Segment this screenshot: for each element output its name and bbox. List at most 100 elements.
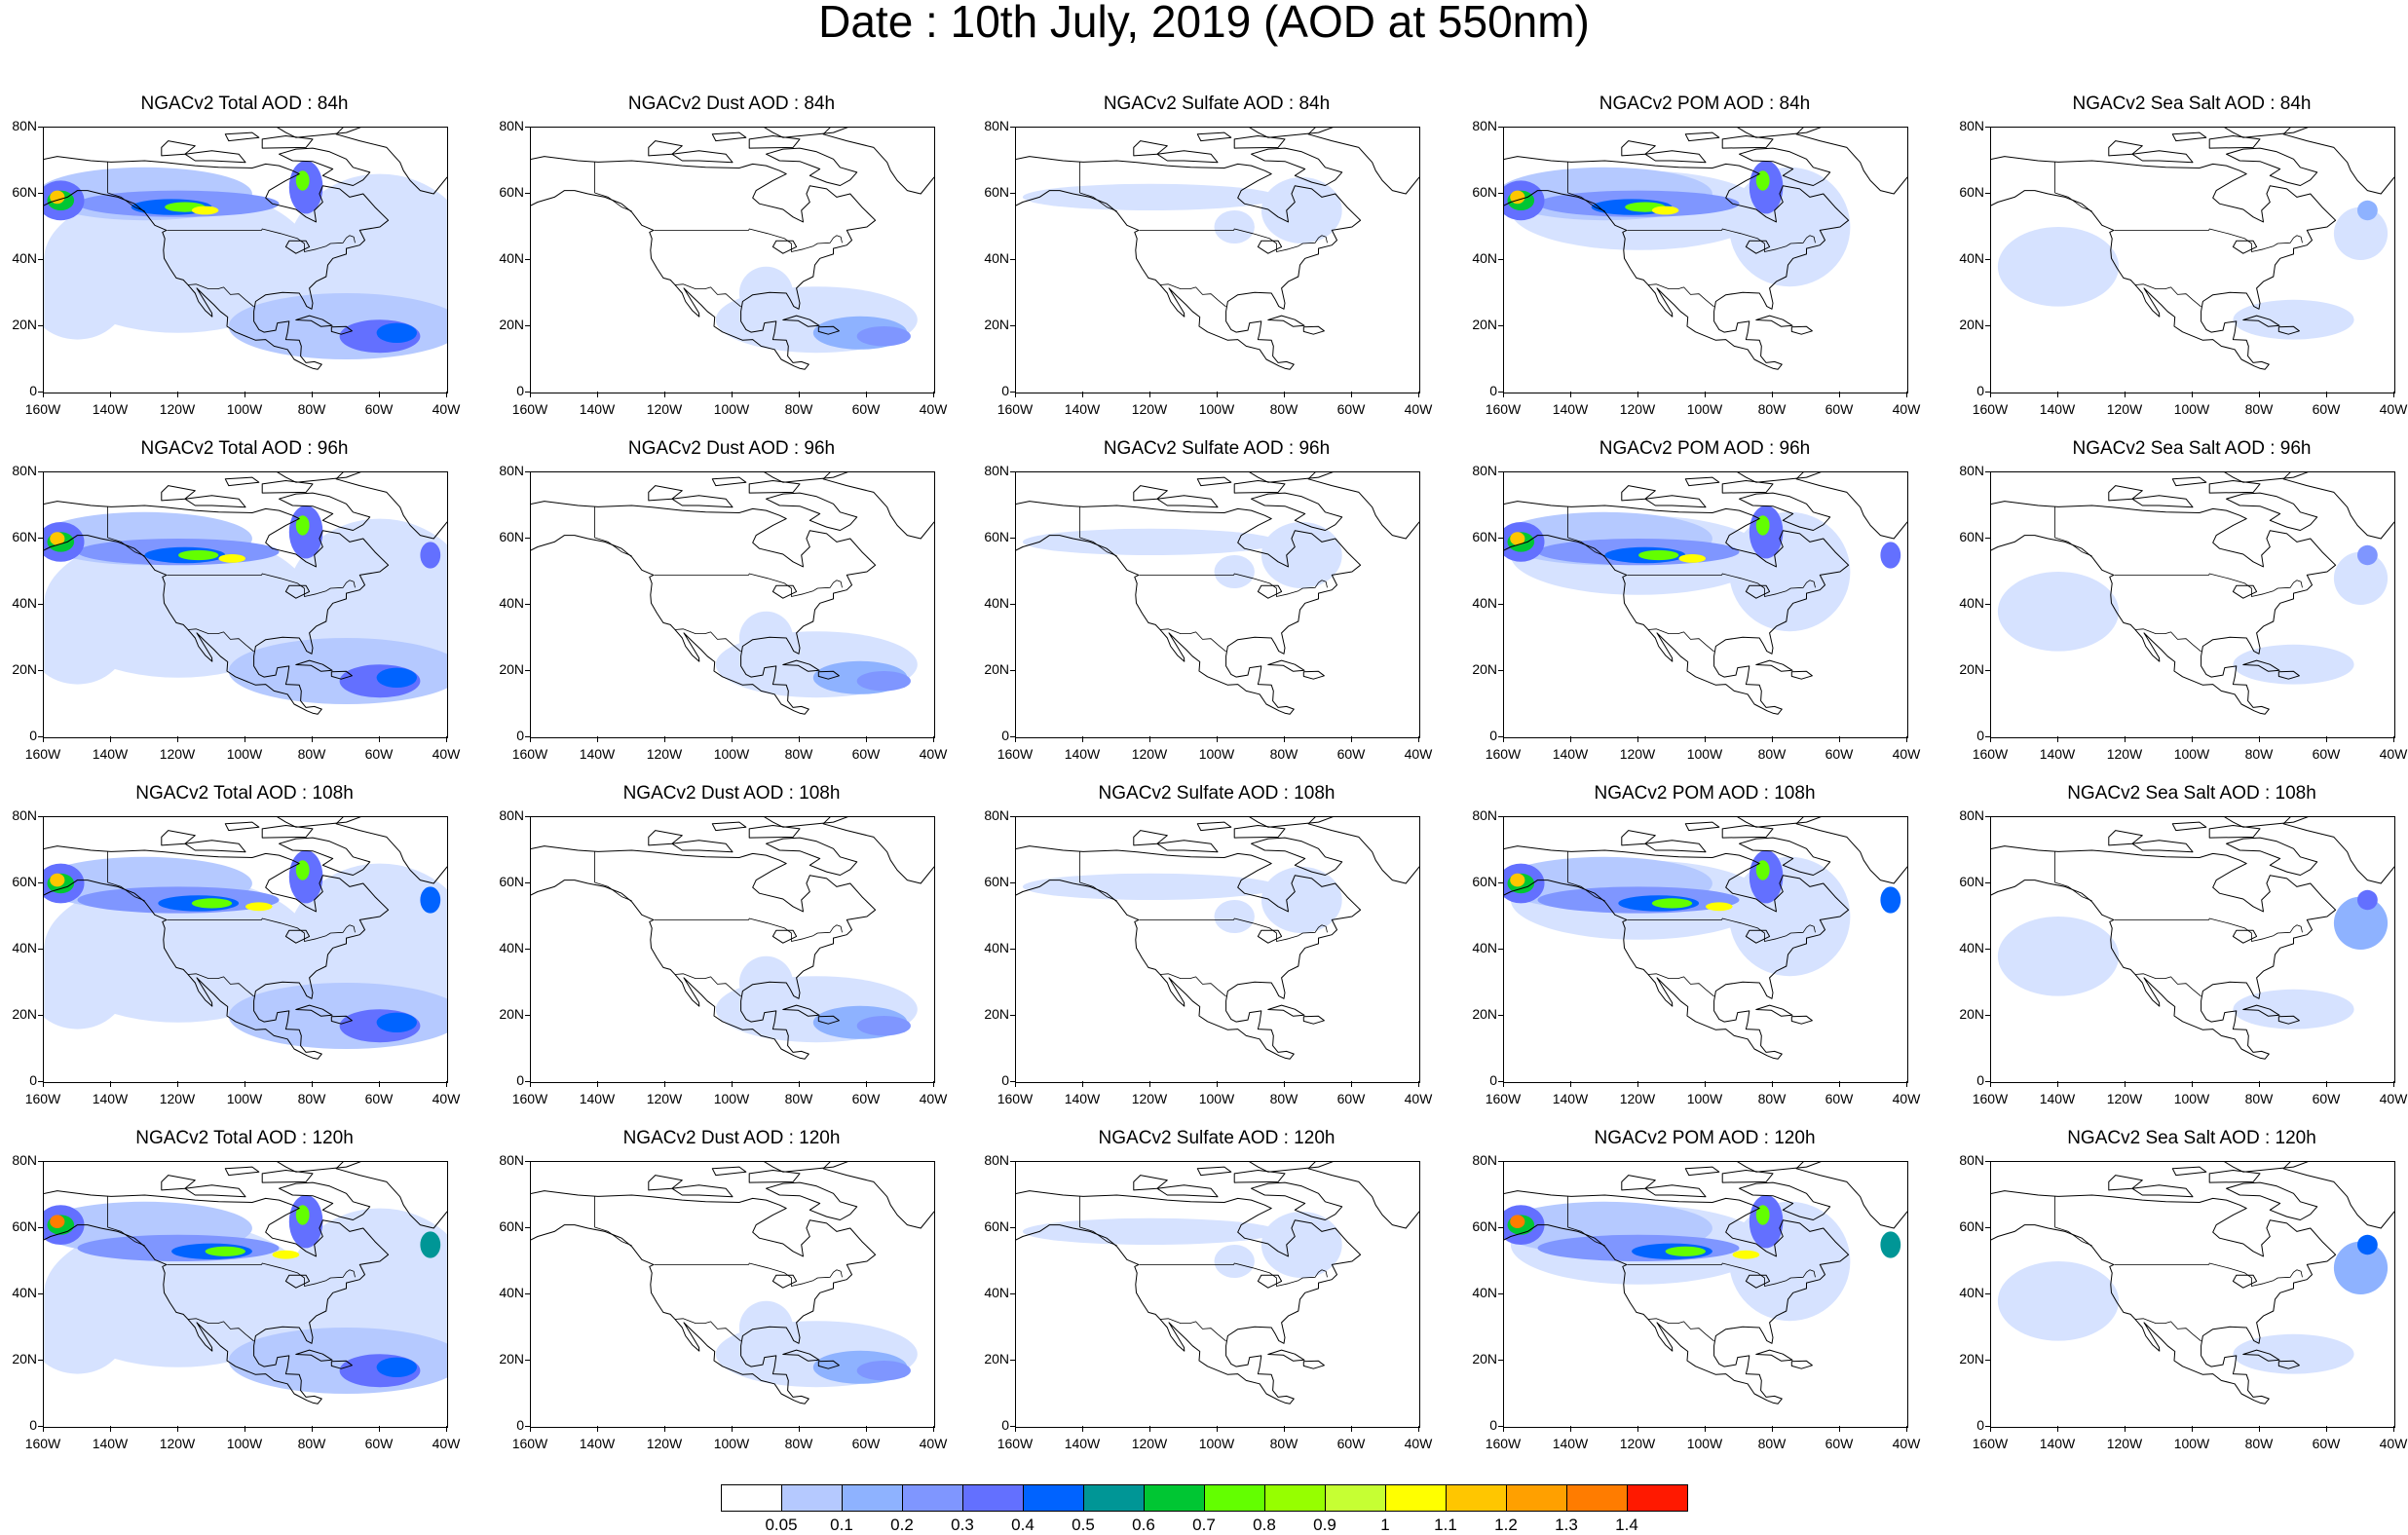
lat-tick: [1985, 670, 1990, 671]
border: [107, 537, 145, 557]
lon-label: 60W: [1825, 1436, 1854, 1451]
lon-label: 160W: [1485, 746, 1522, 762]
lon-label: 160W: [997, 1091, 1034, 1106]
aod-map: [1015, 127, 1420, 393]
lat-label: 20N: [12, 317, 37, 332]
aod-field: [1651, 206, 1679, 215]
aod-map: [43, 1161, 448, 1428]
border: [2134, 283, 2201, 308]
lat-label: 60N: [499, 529, 524, 544]
coastline: [2242, 1004, 2280, 1017]
coastline: [277, 817, 361, 828]
lon-label: 140W: [92, 746, 129, 762]
lon-label: 100W: [1686, 746, 1723, 762]
colorbar-swatch: [1385, 1484, 1447, 1512]
aod-field: [1022, 183, 1279, 210]
border: [1159, 1318, 1226, 1342]
coastline: [782, 315, 820, 327]
lat-label: 80N: [499, 807, 524, 823]
lon-label: 40W: [1892, 1436, 1921, 1451]
lat-label: 20N: [984, 1351, 1009, 1367]
lat-tick: [38, 1227, 43, 1228]
lon-tick: [446, 1426, 447, 1432]
lon-label: 140W: [579, 1436, 616, 1451]
coastline: [764, 1162, 848, 1173]
lon-tick: [597, 1426, 598, 1432]
panel-title: NGACv2 Sulfate AOD : 108h: [1098, 783, 1336, 804]
border: [1627, 917, 1816, 942]
lat-label: 80N: [1472, 118, 1497, 133]
lat-tick: [525, 392, 530, 393]
lon-label: 60W: [2312, 746, 2341, 762]
lat-label: 60N: [499, 1218, 524, 1234]
border: [594, 537, 632, 557]
lon-label: 120W: [1131, 1091, 1168, 1106]
lon-tick: [1990, 1426, 1991, 1432]
aod-field: [295, 860, 310, 880]
lat-label: 60N: [499, 184, 524, 200]
lon-label: 160W: [24, 1091, 61, 1106]
panel-title: NGACv2 Sulfate AOD : 120h: [1098, 1128, 1336, 1148]
aod-field: [2233, 989, 2354, 1030]
coastline: [2208, 825, 2261, 839]
lon-label: 140W: [1064, 1436, 1101, 1451]
map-svg: [1504, 472, 1907, 715]
lon-label: 80W: [297, 401, 326, 417]
coastline: [766, 1181, 858, 1220]
coastline: [822, 1162, 934, 1229]
coastline: [1721, 135, 1774, 149]
lon-tick: [312, 1081, 313, 1087]
lon-label: 40W: [1404, 746, 1433, 762]
aod-field: [1706, 902, 1733, 912]
lat-tick: [1010, 127, 1015, 128]
coastline: [1737, 1162, 1822, 1173]
aod-field: [856, 326, 911, 347]
lon-tick: [2393, 392, 2394, 397]
lon-label: 120W: [2106, 1436, 2143, 1451]
border: [167, 228, 356, 252]
lon-label: 40W: [432, 1091, 461, 1106]
lon-tick: [799, 736, 800, 742]
coastline: [161, 1175, 196, 1191]
colorbar-label: 1: [1380, 1516, 1390, 1534]
aod-field: [2333, 896, 2389, 950]
map-svg: [1016, 817, 1419, 1060]
lon-tick: [2057, 1081, 2058, 1087]
lat-tick: [525, 1293, 530, 1294]
border: [674, 1318, 741, 1342]
lat-label: 20N: [12, 1006, 37, 1022]
coastline: [1739, 492, 1831, 531]
map-svg: [1504, 128, 1907, 370]
lat-label: 60N: [984, 874, 1009, 889]
coastline: [184, 840, 246, 853]
border: [2114, 917, 2303, 942]
lon-tick: [1082, 1426, 1083, 1432]
coastline: [2282, 472, 2394, 540]
lon-label: 60W: [1825, 401, 1854, 417]
lat-tick: [1985, 1015, 1990, 1016]
coastline: [2131, 1184, 2194, 1198]
aod-map: [1503, 471, 1908, 738]
lat-label: 20N: [1959, 317, 1984, 332]
lon-label: 60W: [851, 1436, 881, 1451]
lon-tick: [2326, 392, 2327, 397]
coastline: [671, 840, 734, 853]
lat-label: 80N: [1472, 463, 1497, 478]
lon-label: 40W: [432, 401, 461, 417]
map-svg: [1991, 472, 2394, 715]
coastline: [261, 1170, 314, 1183]
colorbar-swatch: [1023, 1484, 1084, 1512]
colorbar-swatch: [842, 1484, 903, 1512]
lat-label: 20N: [1959, 1351, 1984, 1367]
lon-tick: [933, 736, 934, 742]
lon-tick: [2326, 736, 2327, 742]
lon-label: 100W: [713, 746, 750, 762]
lon-label: 160W: [24, 746, 61, 762]
aod-field: [1997, 917, 2120, 996]
lon-label: 100W: [713, 1436, 750, 1451]
lat-label: 60N: [1959, 529, 1984, 544]
map-svg: [1991, 1162, 2394, 1404]
lon-tick: [2259, 392, 2260, 397]
lon-tick: [177, 1426, 178, 1432]
lon-label: 100W: [713, 401, 750, 417]
